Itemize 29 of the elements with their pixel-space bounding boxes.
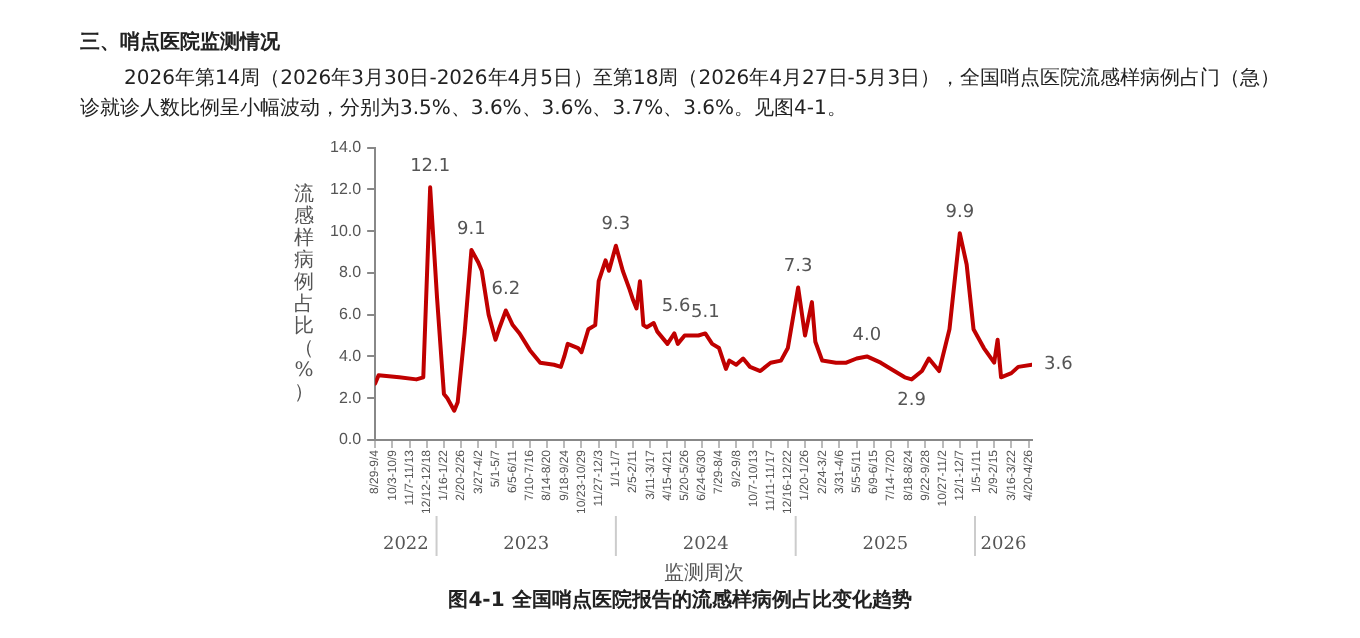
annotation: 12.1 <box>410 156 451 177</box>
y-tick-label: 14.0 <box>329 138 363 157</box>
text: 2022 <box>382 534 429 555</box>
caption: 图4-1 全国哨点医院报告的流感样病例占比变化趋势 <box>446 586 914 614</box>
text: 2025 <box>862 534 909 555</box>
text: 2026 <box>980 534 1027 555</box>
annotation: 6.2 <box>491 280 521 301</box>
annotation: 9.9 <box>945 202 975 223</box>
text: 三、哨点医院监测情况 <box>80 29 280 56</box>
annotation: 3.6 <box>1044 355 1074 376</box>
chart-subtitle: 2026年第14周（2026年3月30日-2026年4月5日）至第18周（2026年4月27日-5月3日），全国哨点医院流感样病例占门（急）诊就诊人数比例呈小幅波动，分别为3.5%、3.6%、3.6%、3.7%、3.6%。见图4-1。 <box>80 65 1283 124</box>
text: 2024 <box>682 534 730 555</box>
text: 2023 <box>503 534 550 555</box>
annotation: 7.3 <box>783 257 813 278</box>
annotation: 9.1 <box>457 219 486 240</box>
y-tick-label: 12.0 <box>329 179 363 198</box>
x-axis-title: 监测周次 <box>663 561 744 586</box>
annotation: 5.1 <box>690 303 720 324</box>
y-tick-label: 10.0 <box>329 221 363 240</box>
text: 流感样病例占比（%） <box>294 183 314 404</box>
annotation: 9.3 <box>601 215 631 236</box>
y-tick-label: 6.0 <box>338 305 363 324</box>
y-tick-label: 8.0 <box>338 263 363 282</box>
y-tick-label: 2.0 <box>338 388 363 407</box>
annotation: 5.6 <box>661 296 691 317</box>
annotation: 2.9 <box>897 391 927 412</box>
y-tick-label: 4.0 <box>338 346 363 365</box>
y-tick-label: 0.0 <box>338 430 363 449</box>
annotation: 4.0 <box>852 326 882 347</box>
